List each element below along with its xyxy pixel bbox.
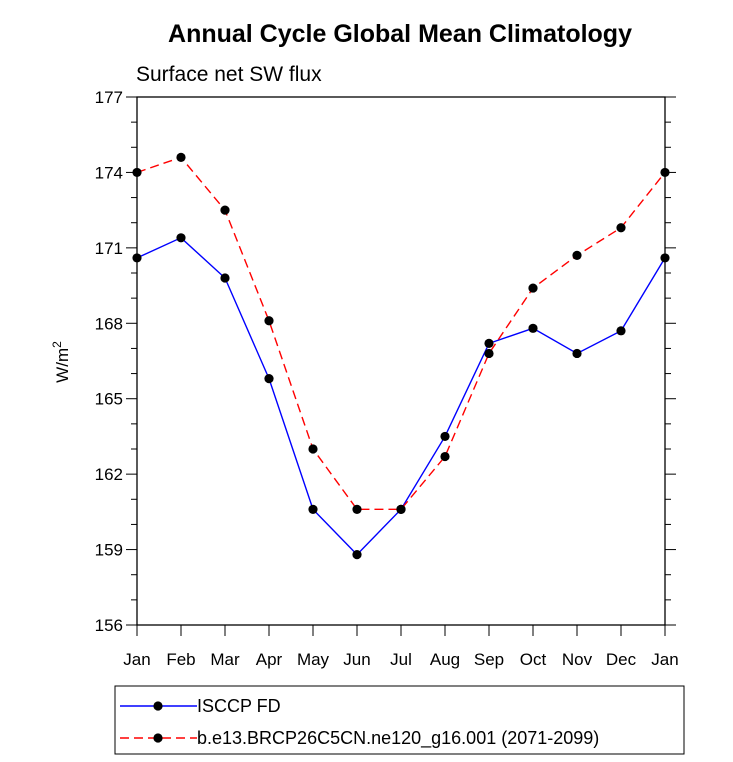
y-tick-label: 162 <box>95 465 123 484</box>
x-tick-label: Nov <box>562 650 593 669</box>
chart-title: Annual Cycle Global Mean Climatology <box>168 20 632 48</box>
data-point <box>572 348 582 359</box>
data-point <box>264 374 274 384</box>
x-tick-label: Jan <box>651 650 678 669</box>
legend-marker <box>153 733 163 743</box>
chart-subtitle: Surface net SW flux <box>136 63 322 86</box>
legend-label: ISCCP FD <box>197 696 281 716</box>
data-point <box>528 323 538 333</box>
data-point <box>440 451 450 462</box>
y-axis-title: W/m2 <box>50 341 72 383</box>
x-tick-label: Jun <box>343 650 370 669</box>
x-tick-label: Dec <box>606 650 637 669</box>
x-tick-label: Oct <box>520 650 547 669</box>
data-point <box>220 273 230 283</box>
series-layer <box>132 152 670 560</box>
data-point <box>572 250 582 260</box>
x-axis: Jan Feb Mar Apr May Jun Jul Aug Sep Oct Nov Dec Jan <box>123 625 679 669</box>
x-tick-label: May <box>297 650 330 669</box>
data-point <box>352 504 362 514</box>
data-point <box>396 504 406 514</box>
y-axis: 156 159 162 165 168 171 174 177 <box>95 88 676 635</box>
y-tick-label: 159 <box>95 541 123 560</box>
y-tick-label: 174 <box>95 163 123 182</box>
x-tick-label: Apr <box>256 650 283 669</box>
data-point <box>528 283 538 293</box>
data-point <box>660 167 670 178</box>
y-tick-label: 168 <box>95 314 123 333</box>
x-tick-label: Sep <box>474 650 504 669</box>
data-point <box>660 253 670 263</box>
x-tick-label: Jan <box>123 650 150 669</box>
data-point <box>440 431 450 442</box>
data-point <box>616 223 626 233</box>
y-tick-label: 156 <box>95 616 123 635</box>
plot-frame <box>136 96 666 626</box>
data-point <box>352 550 362 560</box>
data-point <box>616 326 626 336</box>
series-line-1 <box>136 156 666 511</box>
data-point <box>484 348 494 359</box>
x-tick-label: Mar <box>210 650 240 669</box>
y-tick-label: 165 <box>95 390 123 409</box>
legend-label: b.e13.BRCP26C5CN.ne120_g16.001 (2071-209… <box>197 728 599 749</box>
x-tick-label: Feb <box>166 650 195 669</box>
data-point <box>132 167 142 178</box>
legend-box <box>114 685 685 755</box>
data-point <box>308 504 318 514</box>
x-tick-label: Aug <box>430 650 460 669</box>
legend-marker <box>153 701 163 711</box>
data-point <box>264 316 274 326</box>
data-point <box>176 233 186 243</box>
x-tick-label: Jul <box>390 650 412 669</box>
data-point <box>176 152 186 162</box>
y-tick-label: 171 <box>95 239 123 258</box>
y-tick-label: 177 <box>95 88 123 107</box>
data-point <box>484 338 494 348</box>
data-point <box>220 205 230 215</box>
data-point <box>132 253 142 263</box>
data-point <box>308 444 318 454</box>
legend: ISCCP FD b.e13.BRCP26C5CN.ne120_g16.001 (… <box>120 696 599 749</box>
